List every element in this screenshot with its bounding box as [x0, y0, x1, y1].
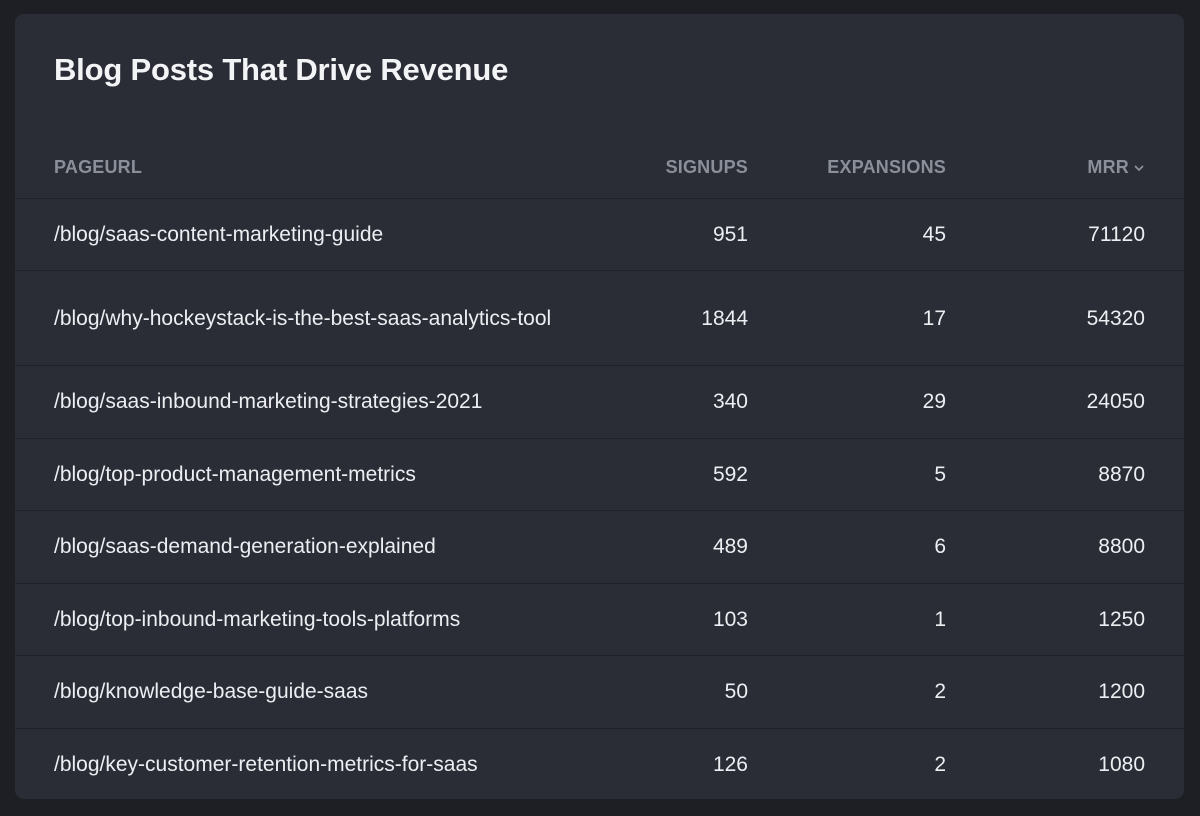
row-signups: 340 — [575, 365, 748, 439]
row-signups: 1844 — [575, 270, 748, 366]
table-row[interactable]: /blog/saas-demand-generation-explained 4… — [15, 510, 1184, 584]
chevron-down-icon[interactable] — [1133, 162, 1145, 174]
row-expansions: 5 — [748, 438, 946, 511]
blog-revenue-table: PAGEURL SIGNUPS EXPANSIONS MRR /blog/saa… — [15, 138, 1184, 799]
column-header-mrr-label: MRR — [1087, 157, 1129, 178]
row-pageurl: /blog/top-inbound-marketing-tools-platfo… — [54, 607, 461, 631]
row-expansions: 29 — [748, 365, 946, 439]
row-signups: 951 — [575, 198, 748, 271]
row-expansions: 2 — [748, 655, 946, 729]
row-mrr: 1080 — [1098, 753, 1145, 776]
row-expansions: 45 — [748, 198, 946, 271]
row-signups: 50 — [575, 655, 748, 729]
column-header-signups[interactable]: SIGNUPS — [575, 138, 748, 199]
table-row[interactable]: /blog/key-customer-retention-metrics-for… — [15, 728, 1184, 799]
row-pageurl: /blog/key-customer-retention-metrics-for… — [54, 753, 478, 776]
table-row[interactable]: /blog/top-product-management-metrics 592… — [15, 438, 1184, 511]
table-row[interactable]: /blog/knowledge-base-guide-saas 50 2 120… — [15, 655, 1184, 729]
row-mrr: 8800 — [946, 510, 1184, 584]
row-mrr: 54320 — [946, 270, 1184, 366]
table-row[interactable]: /blog/saas-inbound-marketing-strategies-… — [15, 365, 1184, 439]
row-pageurl: /blog/saas-inbound-marketing-strategies-… — [54, 390, 483, 414]
row-mrr: 1250 — [946, 583, 1184, 656]
column-header-expansions[interactable]: EXPANSIONS — [748, 138, 946, 199]
row-expansions: 2 — [934, 753, 946, 776]
row-signups: 126 — [712, 753, 748, 776]
table-header-row: PAGEURL SIGNUPS EXPANSIONS MRR — [15, 138, 1184, 199]
row-signups: 103 — [575, 583, 748, 656]
row-mrr: 24050 — [946, 365, 1184, 439]
row-mrr: 71120 — [946, 198, 1184, 271]
table-row[interactable]: /blog/saas-content-marketing-guide 951 4… — [15, 198, 1184, 271]
row-mrr: 1200 — [946, 655, 1184, 729]
row-pageurl: /blog/saas-content-marketing-guide — [54, 222, 384, 246]
row-expansions: 6 — [748, 510, 946, 584]
row-signups: 592 — [575, 438, 748, 511]
column-header-mrr[interactable]: MRR — [946, 138, 1184, 199]
revenue-table-card: Blog Posts That Drive Revenue PAGEURL SI… — [15, 14, 1184, 799]
row-pageurl: /blog/knowledge-base-guide-saas — [54, 680, 369, 704]
row-mrr: 8870 — [946, 438, 1184, 511]
row-pageurl: /blog/top-product-management-metrics — [54, 462, 416, 486]
card-title: Blog Posts That Drive Revenue — [54, 52, 509, 87]
column-header-pageurl[interactable]: PAGEURL — [15, 138, 575, 199]
table-row[interactable]: /blog/why-hockeystack-is-the-best-saas-a… — [15, 270, 1184, 366]
row-pageurl: /blog/why-hockeystack-is-the-best-saas-a… — [54, 306, 552, 330]
table-row[interactable]: /blog/top-inbound-marketing-tools-platfo… — [15, 583, 1184, 656]
row-pageurl: /blog/saas-demand-generation-explained — [54, 535, 436, 559]
row-expansions: 1 — [748, 583, 946, 656]
row-expansions: 17 — [748, 270, 946, 366]
row-signups: 489 — [575, 510, 748, 584]
